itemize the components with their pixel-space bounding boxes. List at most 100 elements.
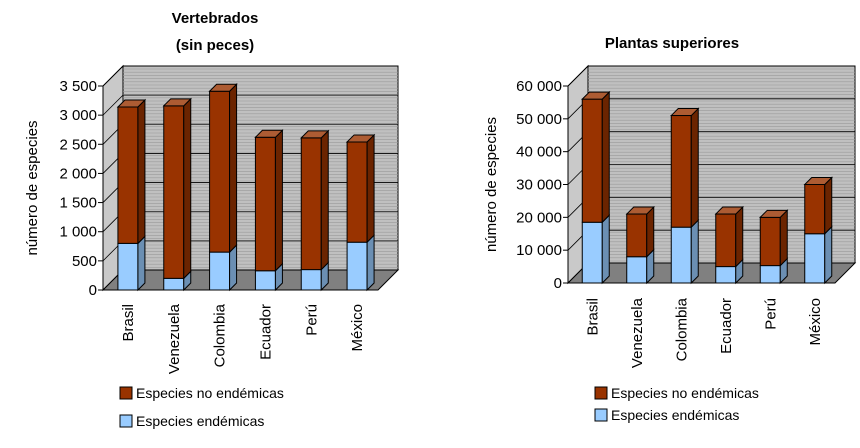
legend-entry: Especies endémicas bbox=[119, 413, 264, 429]
bar-side bbox=[824, 225, 833, 285]
bar-front bbox=[346, 241, 368, 291]
bar-segment bbox=[300, 261, 329, 292]
bar-side bbox=[366, 233, 375, 292]
bar-segment bbox=[670, 218, 699, 285]
chart-title: Plantas superiores bbox=[605, 35, 739, 52]
bar-front bbox=[759, 265, 781, 284]
y-tick-label: 50 000 bbox=[516, 111, 562, 128]
bar-segment bbox=[300, 129, 330, 271]
bar-side bbox=[690, 107, 699, 229]
bar-front bbox=[300, 269, 322, 291]
x-tick-label: Colombia bbox=[673, 297, 690, 361]
bar-side bbox=[646, 205, 655, 258]
bar-front bbox=[715, 266, 737, 284]
y-tick-label: 60 000 bbox=[516, 78, 562, 95]
x-tick-label: Ecuador bbox=[718, 298, 735, 354]
bar-top bbox=[116, 99, 147, 108]
bar-side bbox=[601, 214, 610, 285]
y-axis-label: número de especies bbox=[24, 120, 41, 255]
bar-side bbox=[183, 97, 192, 280]
bar-side bbox=[229, 83, 238, 254]
bar-top bbox=[254, 129, 284, 138]
bar-front bbox=[254, 136, 276, 272]
chart-title: Vertebrados bbox=[172, 10, 259, 27]
bar-front bbox=[254, 270, 276, 291]
bar-front bbox=[209, 90, 231, 253]
bar-segment bbox=[254, 129, 284, 272]
x-tick-label: Venezuela bbox=[629, 297, 646, 368]
bar-top bbox=[581, 91, 611, 100]
chart-title: (sin peces) bbox=[176, 37, 254, 54]
bar-top bbox=[300, 130, 330, 139]
bar-segment bbox=[116, 98, 147, 245]
x-tick-label: Brasil bbox=[584, 298, 601, 336]
bar-side bbox=[779, 209, 788, 267]
bar-segment bbox=[208, 83, 238, 254]
bar-side bbox=[137, 98, 146, 245]
bar-segment bbox=[254, 262, 283, 292]
gridline-side bbox=[567, 65, 589, 87]
x-tick-label: Colombia bbox=[212, 303, 229, 367]
bar-segment bbox=[625, 205, 655, 258]
bar-segment bbox=[759, 209, 789, 267]
bar-side bbox=[735, 205, 744, 268]
bar-segment bbox=[803, 176, 833, 235]
bar-top bbox=[162, 98, 192, 107]
legend-swatch bbox=[119, 414, 133, 428]
x-tick-label: Venezuela bbox=[166, 303, 183, 374]
bar-segment bbox=[581, 214, 610, 285]
y-tick-label: 500 bbox=[72, 253, 97, 270]
bar-front bbox=[759, 216, 781, 267]
y-tick-label: 30 000 bbox=[516, 177, 562, 194]
y-tick-label: 0 bbox=[89, 282, 97, 299]
legend-swatch bbox=[594, 386, 608, 400]
legend-entry: Especies endémicas bbox=[594, 407, 739, 423]
y-tick-label: 20 000 bbox=[516, 209, 562, 226]
bar-front bbox=[626, 256, 648, 284]
bar-top bbox=[345, 134, 376, 143]
y-tick-label: 0 bbox=[554, 275, 562, 292]
x-tick-label: México bbox=[349, 304, 366, 352]
bar-front bbox=[804, 233, 826, 284]
bar-front bbox=[670, 115, 692, 228]
y-axis-label: número de especies bbox=[483, 117, 500, 252]
bar-top bbox=[625, 206, 655, 215]
bar-top bbox=[714, 206, 744, 215]
bar-front bbox=[163, 105, 185, 279]
bar-side bbox=[601, 90, 610, 224]
bar-front bbox=[117, 106, 139, 244]
x-tick-label: Ecuador bbox=[257, 304, 274, 360]
bar-segment bbox=[209, 243, 238, 292]
legend-swatch bbox=[594, 408, 608, 422]
bar-front bbox=[626, 213, 648, 258]
legend-label: Especies endémicas bbox=[611, 407, 739, 423]
gridline-side bbox=[102, 94, 124, 116]
bar-front bbox=[581, 98, 603, 223]
chart-2: 0 10 000 20 000 30 000 40 000 50 000 60 000 núm… bbox=[483, 35, 857, 423]
bar-segment bbox=[714, 205, 744, 268]
y-tick-label: 2 500 bbox=[59, 136, 97, 153]
bar-segment bbox=[670, 107, 700, 229]
x-tick-label: Perú bbox=[303, 304, 320, 336]
legend-swatch bbox=[119, 386, 133, 400]
y-tick-label: 1 000 bbox=[59, 224, 97, 241]
bar-front bbox=[117, 242, 139, 291]
bar-segment bbox=[117, 235, 146, 292]
legend-entry: Especies no endémicas bbox=[119, 385, 284, 401]
bar-front bbox=[163, 277, 185, 291]
bar-top bbox=[670, 108, 700, 117]
bar-front bbox=[209, 251, 231, 291]
bar-side bbox=[229, 243, 238, 292]
y-tick-label: 1 500 bbox=[59, 195, 97, 212]
bar-side bbox=[137, 235, 146, 292]
bar-side bbox=[366, 133, 375, 244]
y-tick-label: 40 000 bbox=[516, 144, 562, 161]
bar-side bbox=[274, 129, 283, 272]
y-tick-label: 10 000 bbox=[516, 242, 562, 259]
bar-front bbox=[581, 221, 603, 284]
gridline-side bbox=[102, 65, 124, 87]
y-tick-label: 3 000 bbox=[59, 107, 97, 124]
bar-side bbox=[824, 176, 833, 235]
bar-top bbox=[208, 83, 238, 92]
